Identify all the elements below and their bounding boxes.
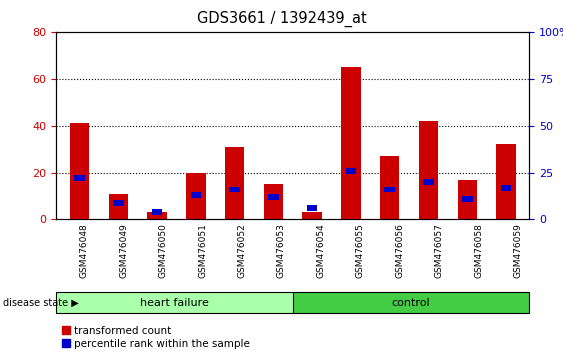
Bar bbox=[74, 175, 85, 181]
Text: GSM476052: GSM476052 bbox=[238, 223, 247, 278]
Text: GSM476058: GSM476058 bbox=[474, 223, 483, 278]
Text: GSM476050: GSM476050 bbox=[159, 223, 168, 278]
Bar bbox=[263, 184, 283, 219]
Bar bbox=[152, 209, 162, 215]
Text: GSM476049: GSM476049 bbox=[119, 223, 128, 278]
Bar bbox=[113, 200, 124, 206]
Bar bbox=[385, 187, 395, 192]
Text: GSM476048: GSM476048 bbox=[80, 223, 89, 278]
Bar bbox=[70, 123, 90, 219]
Bar bbox=[229, 187, 240, 192]
Text: GSM476056: GSM476056 bbox=[395, 223, 404, 278]
Bar bbox=[380, 156, 399, 219]
Bar bbox=[458, 179, 477, 219]
Bar bbox=[225, 147, 244, 219]
Bar bbox=[268, 194, 279, 200]
Text: GDS3661 / 1392439_at: GDS3661 / 1392439_at bbox=[196, 11, 367, 27]
Text: GSM476051: GSM476051 bbox=[198, 223, 207, 278]
Bar bbox=[307, 205, 318, 211]
Bar bbox=[419, 121, 438, 219]
Bar bbox=[109, 194, 128, 219]
Text: GSM476057: GSM476057 bbox=[435, 223, 444, 278]
Bar bbox=[496, 144, 516, 219]
Text: control: control bbox=[392, 298, 430, 308]
Text: GSM476055: GSM476055 bbox=[356, 223, 365, 278]
Bar bbox=[462, 196, 472, 202]
Bar bbox=[423, 179, 434, 185]
Text: GSM476053: GSM476053 bbox=[277, 223, 286, 278]
Bar bbox=[346, 168, 356, 173]
Legend: transformed count, percentile rank within the sample: transformed count, percentile rank withi… bbox=[61, 326, 250, 349]
Bar bbox=[148, 212, 167, 219]
Bar bbox=[186, 172, 205, 219]
Bar bbox=[501, 185, 511, 190]
Text: heart failure: heart failure bbox=[140, 298, 209, 308]
Bar bbox=[341, 67, 360, 219]
Bar bbox=[302, 212, 322, 219]
Text: GSM476059: GSM476059 bbox=[513, 223, 522, 278]
Text: disease state ▶: disease state ▶ bbox=[3, 298, 79, 308]
Bar bbox=[190, 192, 201, 198]
Text: GSM476054: GSM476054 bbox=[316, 223, 325, 278]
